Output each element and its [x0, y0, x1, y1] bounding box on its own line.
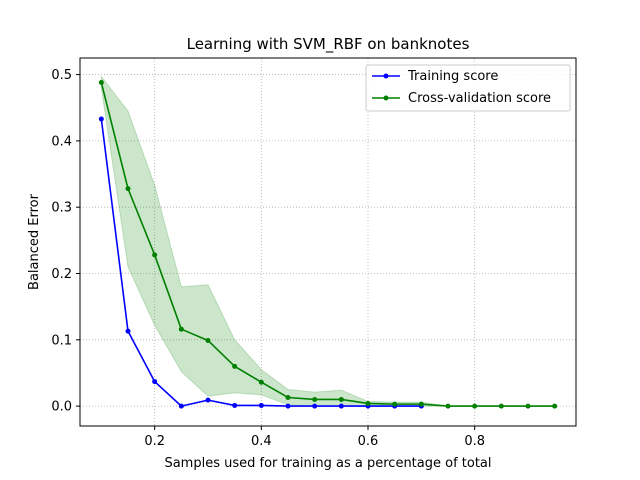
legend-cv-label: Cross-validation score [408, 91, 551, 106]
x-tick-label: 0.6 [358, 434, 379, 449]
cv-score-point [445, 403, 451, 409]
cv-std-band [100, 75, 555, 407]
training-score-point [285, 403, 291, 409]
cv-score-point [98, 80, 104, 86]
x-tick-label: 0.4 [251, 434, 272, 449]
x-tick-label: 0.2 [144, 434, 165, 449]
training-score-point [205, 397, 211, 403]
y-tick-label: 0.0 [51, 400, 72, 415]
cv-score-point [552, 403, 558, 409]
training-score-point [152, 379, 158, 385]
cv-score-point [472, 403, 478, 409]
training-score-point [232, 402, 238, 408]
y-ticks: 0.0 0.1 0.2 0.3 0.4 0.5 [51, 68, 80, 415]
confidence-band [100, 75, 555, 407]
cv-score-point [232, 363, 238, 369]
y-tick-label: 0.4 [51, 134, 72, 149]
legend-training-marker [383, 73, 389, 79]
y-tick-label: 0.3 [51, 201, 72, 216]
training-score-point [338, 403, 344, 409]
cv-score-point [178, 326, 184, 332]
legend-training-label: Training score [407, 69, 498, 84]
training-score-point [125, 328, 131, 334]
legend: Training score Cross-validation score [365, 64, 571, 112]
training-score-point [312, 403, 318, 409]
cv-score-point [392, 401, 398, 407]
cv-score-point [285, 394, 291, 400]
cv-score-point [258, 379, 264, 385]
cv-score-point [125, 186, 131, 192]
chart-title: Learning with SVM_RBF on banknotes [187, 35, 470, 54]
cv-score-point [498, 403, 504, 409]
cv-score-point [365, 400, 371, 406]
cv-score-point [338, 396, 344, 402]
cv-score-line [100, 82, 555, 407]
plot-frame [79, 57, 577, 427]
y-tick-label: 0.1 [51, 333, 72, 348]
legend-box [365, 64, 571, 112]
legend-cv-marker [383, 95, 389, 101]
cv-score-point [418, 401, 424, 407]
cv-score-point [525, 403, 531, 409]
training-score-point [178, 403, 184, 409]
series-points [98, 80, 558, 409]
x-tick-label: 0.8 [464, 434, 485, 449]
y-tick-label: 0.2 [51, 267, 72, 282]
cv-score-point [312, 396, 318, 402]
x-ticks: 0.2 0.4 0.6 0.8 [144, 426, 485, 449]
training-score-point [98, 116, 104, 122]
grid [80, 58, 576, 426]
y-tick-label: 0.5 [51, 68, 72, 83]
training-score-point [258, 402, 264, 408]
cv-score-point [205, 337, 211, 343]
y-axis-label: Balanced Error [27, 193, 42, 290]
x-axis-label: Samples used for training as a percentag… [164, 456, 491, 471]
cv-score-point [152, 252, 158, 258]
